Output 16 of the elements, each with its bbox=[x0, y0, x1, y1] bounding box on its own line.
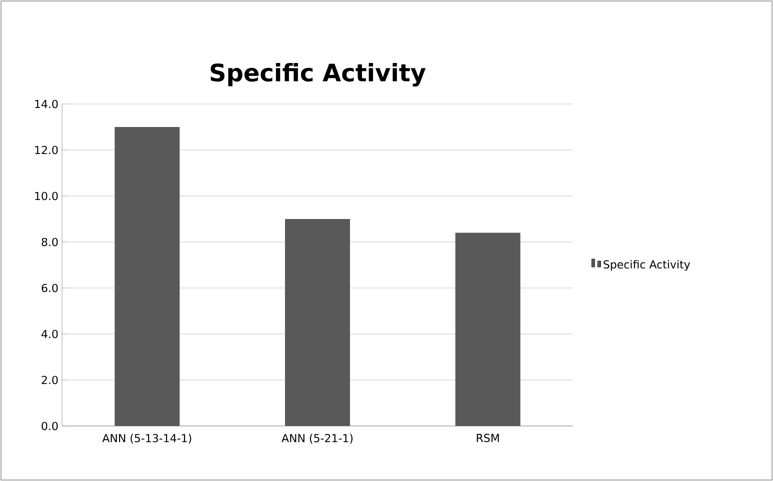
y-tick-label: 8.0 bbox=[42, 238, 58, 246]
x-tick-label: ANN (5-13-14-1) bbox=[102, 434, 192, 444]
x-tick-label: ANN (5-21-1) bbox=[282, 434, 353, 444]
y-tick-label: 2.0 bbox=[42, 376, 58, 384]
legend-label: Specific Activity bbox=[604, 260, 690, 271]
y-tick-label: 10.0 bbox=[35, 192, 58, 200]
bar bbox=[285, 218, 350, 426]
y-tick-label: 6.0 bbox=[42, 284, 58, 292]
bar bbox=[455, 232, 520, 426]
chart-title: Specific Activity bbox=[210, 63, 426, 86]
y-tick-label: 12.0 bbox=[35, 146, 58, 154]
y-tick-label: 14.0 bbox=[35, 100, 58, 108]
y-tick-label: 0.0 bbox=[42, 422, 58, 430]
y-tick-label: 4.0 bbox=[42, 330, 58, 338]
x-tick-label: RSM bbox=[476, 434, 499, 442]
bar bbox=[114, 126, 180, 426]
